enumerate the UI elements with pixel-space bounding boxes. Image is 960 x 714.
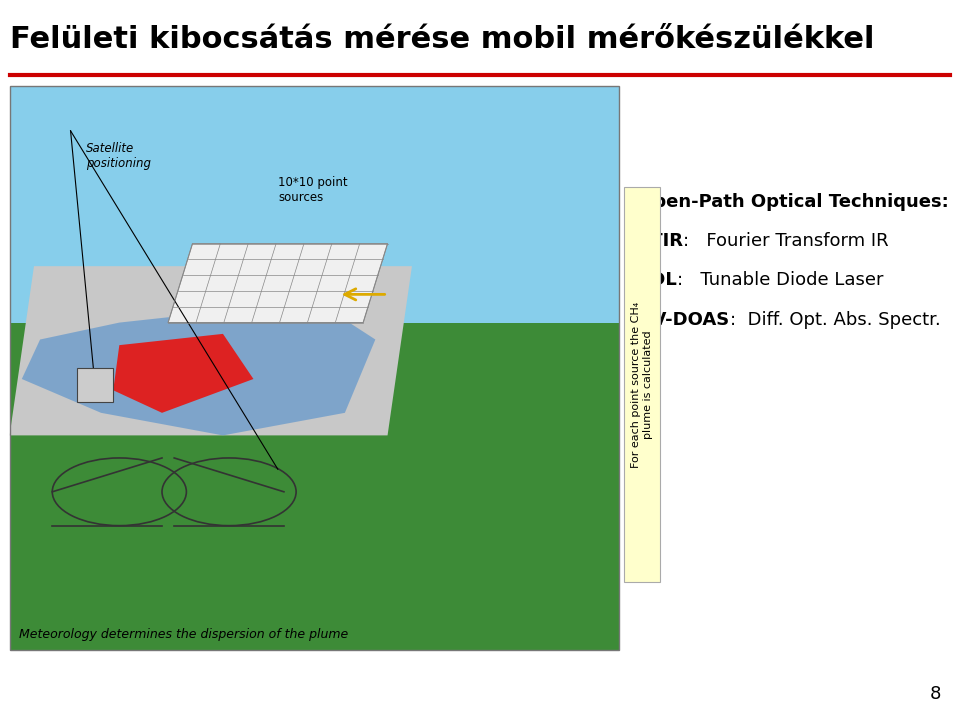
Text: Felületi kibocsátás mérése mobil mérőkészülékkel: Felületi kibocsátás mérése mobil mérőkés… [10,25,875,54]
Text: FTIR: FTIR [638,232,684,250]
Polygon shape [113,334,253,413]
Polygon shape [10,266,412,436]
Text: Open-Path Optical Techniques:: Open-Path Optical Techniques: [638,193,949,211]
Text: 10*10 point
sources: 10*10 point sources [278,176,348,204]
Text: :   Tunable Diode Laser: : Tunable Diode Laser [677,271,883,289]
Text: Meteorology determines the dispersion of the plume: Meteorology determines the dispersion of… [19,628,348,641]
Bar [10,86,619,650]
Text: 8: 8 [929,685,941,703]
Text: :  Diff. Opt. Abs. Spectr.: : Diff. Opt. Abs. Spectr. [730,311,941,328]
Polygon shape [168,243,388,323]
Text: :   Fourier Transform IR: : Fourier Transform IR [684,232,889,250]
Bar [10,86,619,413]
Text: Satellite
positioning: Satellite positioning [86,142,152,170]
Text: UV-DOAS: UV-DOAS [638,311,730,328]
Text: TDL: TDL [638,271,677,289]
Polygon shape [22,300,375,436]
Bar [10,323,619,650]
Text: For each point source the CH₄
plume is calculated: For each point source the CH₄ plume is c… [632,301,653,468]
Bar [77,368,113,401]
Bar [624,187,660,582]
